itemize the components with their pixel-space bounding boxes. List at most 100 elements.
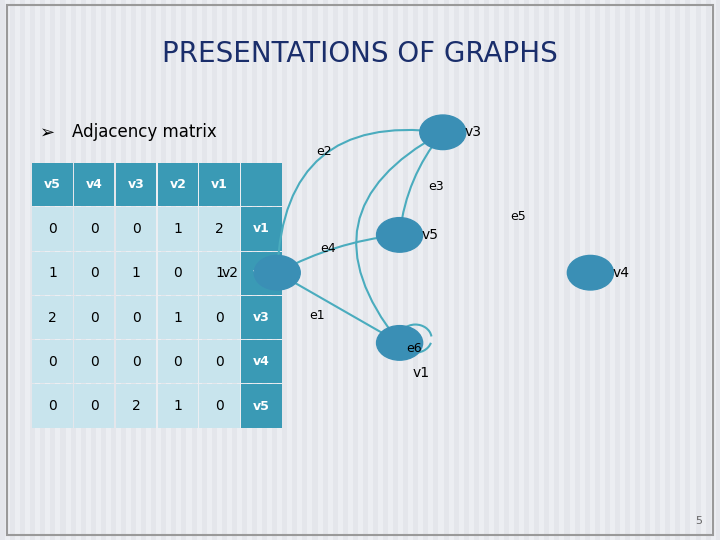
Bar <box>199 296 240 339</box>
Bar <box>32 384 73 428</box>
Text: e5: e5 <box>510 210 526 222</box>
Text: v5: v5 <box>253 400 270 413</box>
Text: v2: v2 <box>222 266 239 280</box>
Bar <box>323 0 328 540</box>
Bar <box>645 0 650 540</box>
Text: e1: e1 <box>309 309 325 322</box>
Bar <box>333 0 338 540</box>
Bar <box>241 207 282 251</box>
Text: 1: 1 <box>215 266 224 280</box>
Bar <box>71 0 76 540</box>
Bar <box>74 207 114 251</box>
Text: ➢: ➢ <box>40 123 55 141</box>
Bar <box>50 0 55 540</box>
Bar <box>151 0 156 540</box>
Bar <box>474 0 479 540</box>
Bar <box>241 296 282 339</box>
Bar <box>252 0 257 540</box>
Text: e6: e6 <box>406 342 422 355</box>
Ellipse shape <box>377 218 423 252</box>
Bar <box>282 0 287 540</box>
Bar <box>575 0 580 540</box>
Bar <box>383 0 388 540</box>
Bar <box>232 0 237 540</box>
Bar <box>393 0 398 540</box>
Bar <box>141 0 146 540</box>
Text: 2: 2 <box>215 222 224 236</box>
Bar <box>363 0 368 540</box>
Bar <box>484 0 489 540</box>
Text: 0: 0 <box>90 355 99 369</box>
Text: 2: 2 <box>48 310 57 325</box>
Bar <box>32 296 73 339</box>
Bar <box>20 0 25 540</box>
Text: 2: 2 <box>132 399 140 413</box>
Bar <box>554 0 559 540</box>
Bar <box>131 0 136 540</box>
Bar <box>199 163 240 206</box>
Bar <box>212 0 217 540</box>
Bar <box>605 0 610 540</box>
Text: 0: 0 <box>48 222 57 236</box>
Bar <box>403 0 408 540</box>
Bar <box>534 0 539 540</box>
Text: 0: 0 <box>132 222 140 236</box>
Bar <box>199 340 240 383</box>
Ellipse shape <box>254 255 300 290</box>
Text: v5: v5 <box>421 228 438 242</box>
Bar <box>158 163 198 206</box>
Bar <box>158 340 198 383</box>
Text: 1: 1 <box>48 266 57 280</box>
Bar <box>241 163 282 206</box>
Text: 0: 0 <box>90 399 99 413</box>
Bar <box>544 0 549 540</box>
Text: Adjacency matrix: Adjacency matrix <box>72 123 217 141</box>
Bar <box>116 163 156 206</box>
Bar <box>716 0 720 540</box>
Text: 0: 0 <box>90 266 99 280</box>
Bar <box>464 0 469 540</box>
Bar <box>423 0 428 540</box>
Bar <box>74 163 114 206</box>
Text: e2: e2 <box>316 145 332 158</box>
Bar <box>116 296 156 339</box>
Bar <box>158 296 198 339</box>
Ellipse shape <box>377 326 423 360</box>
Bar <box>32 163 73 206</box>
Bar <box>413 0 418 540</box>
Bar <box>116 340 156 383</box>
Text: v4: v4 <box>253 355 270 368</box>
Text: 1: 1 <box>174 399 182 413</box>
Bar <box>655 0 660 540</box>
Bar <box>272 0 277 540</box>
Text: v5: v5 <box>44 178 61 191</box>
Bar <box>32 252 73 295</box>
Bar <box>675 0 680 540</box>
Bar <box>706 0 711 540</box>
Bar <box>91 0 96 540</box>
Text: 0: 0 <box>215 310 224 325</box>
Bar <box>171 0 176 540</box>
Bar <box>202 0 207 540</box>
Bar <box>121 0 126 540</box>
Text: v1: v1 <box>211 178 228 191</box>
Bar <box>60 0 66 540</box>
Bar <box>585 0 590 540</box>
Bar <box>302 0 307 540</box>
Bar <box>192 0 197 540</box>
Bar <box>116 252 156 295</box>
Bar <box>504 0 509 540</box>
Bar <box>241 252 282 295</box>
Bar <box>161 0 166 540</box>
Bar <box>74 340 114 383</box>
Bar <box>524 0 529 540</box>
Bar <box>242 0 247 540</box>
Text: 0: 0 <box>90 310 99 325</box>
Bar <box>625 0 630 540</box>
Text: 5: 5 <box>695 516 702 526</box>
Bar <box>199 384 240 428</box>
Ellipse shape <box>567 255 613 290</box>
Text: v3: v3 <box>253 311 270 324</box>
Bar <box>696 0 701 540</box>
Bar <box>40 0 45 540</box>
